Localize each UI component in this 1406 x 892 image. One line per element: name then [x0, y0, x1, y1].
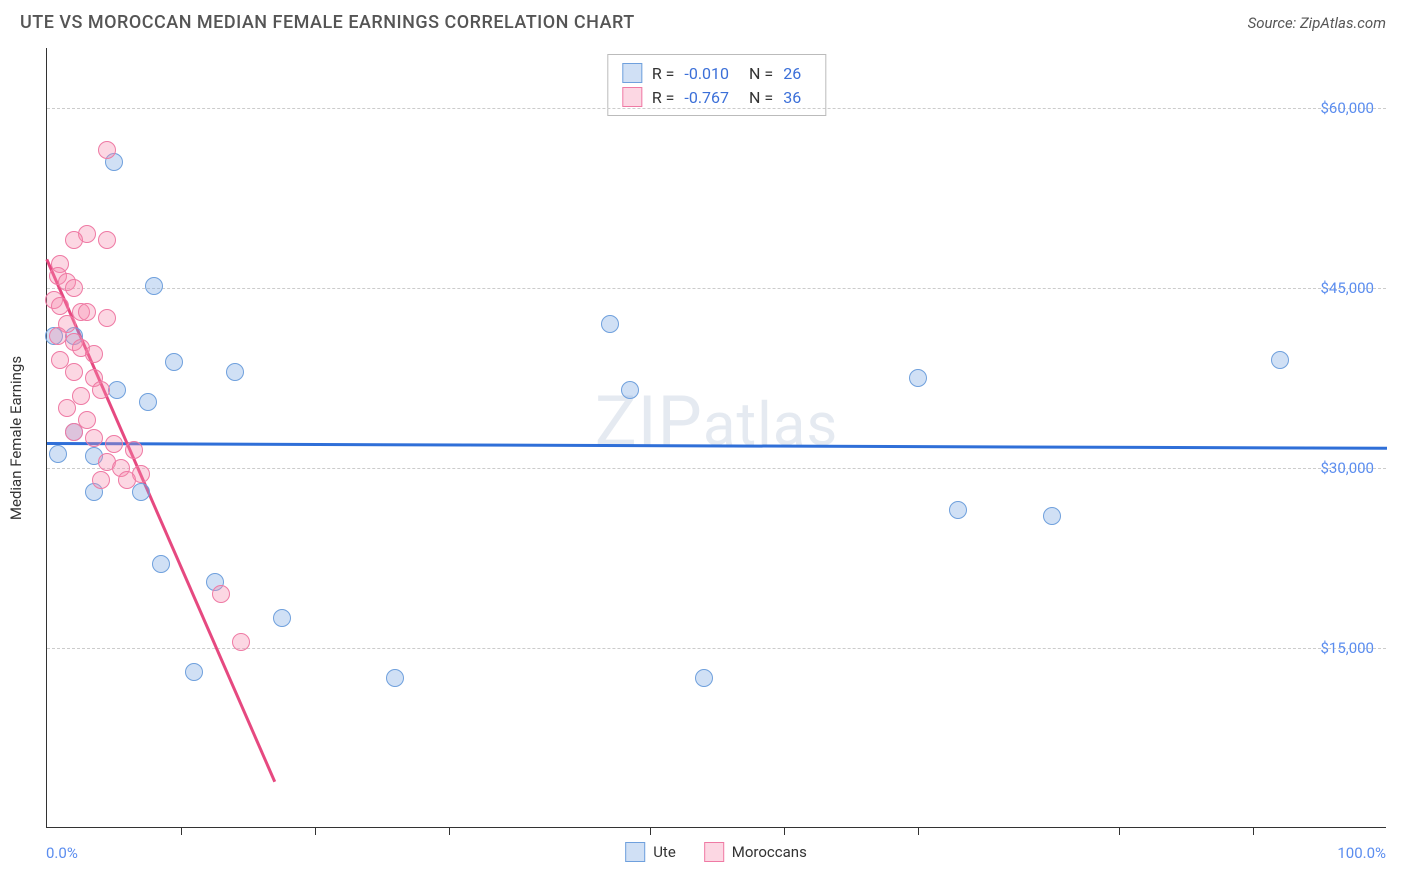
y-tick-label: $15,000 [1320, 639, 1374, 657]
data-point [386, 669, 404, 687]
y-tick-label: $45,000 [1320, 279, 1374, 297]
data-point [98, 231, 116, 249]
data-point [105, 435, 123, 453]
chart-header: UTE VS MOROCCAN MEDIAN FEMALE EARNINGS C… [0, 0, 1406, 41]
n-label: N = [749, 88, 773, 107]
data-point [226, 363, 244, 381]
legend: Ute Moroccans [625, 842, 807, 862]
data-point [51, 297, 69, 315]
data-point [232, 633, 250, 651]
x-tick [918, 827, 919, 835]
data-point [58, 399, 76, 417]
legend-label: Moroccans [732, 843, 807, 861]
data-point [78, 303, 96, 321]
data-point [92, 381, 110, 399]
r-value: -0.767 [684, 88, 729, 107]
legend-swatch [704, 842, 724, 862]
data-point [65, 231, 83, 249]
x-tick [449, 827, 450, 835]
data-point [601, 315, 619, 333]
x-axis-max-label: 100.0% [1337, 844, 1386, 862]
data-point [98, 309, 116, 327]
data-point [1043, 507, 1061, 525]
data-point [621, 381, 639, 399]
legend-swatch [625, 842, 645, 862]
data-point [65, 423, 83, 441]
data-point [108, 381, 126, 399]
data-point [165, 353, 183, 371]
data-point [92, 471, 110, 489]
data-point [65, 279, 83, 297]
series-swatch [622, 87, 642, 107]
data-point [85, 345, 103, 363]
data-point [949, 501, 967, 519]
n-value: 36 [783, 88, 801, 107]
r-label: R = [652, 64, 675, 83]
series-swatch [622, 63, 642, 83]
data-point [212, 585, 230, 603]
data-point [145, 277, 163, 295]
x-tick [181, 827, 182, 835]
x-tick [1119, 827, 1120, 835]
data-point [152, 555, 170, 573]
gridline [47, 288, 1386, 289]
x-tick [315, 827, 316, 835]
x-tick [650, 827, 651, 835]
stats-row: R = -0.010 N = 26 [622, 61, 811, 85]
n-label: N = [749, 64, 773, 83]
data-point [139, 393, 157, 411]
legend-item: Moroccans [704, 842, 807, 862]
data-point [85, 429, 103, 447]
data-point [125, 441, 143, 459]
scatter-plot: ZIPatlas R =-0.010N =26R =-0.767N =36 $1… [46, 48, 1386, 828]
gridline [47, 108, 1386, 109]
legend-item: Ute [625, 842, 676, 862]
data-point [98, 141, 116, 159]
x-axis-min-label: 0.0% [46, 844, 78, 862]
x-tick [1253, 827, 1254, 835]
data-point [118, 471, 136, 489]
data-point [1271, 351, 1289, 369]
chart-source: Source: ZipAtlas.com [1248, 14, 1386, 32]
y-axis-label: Median Female Earnings [7, 356, 25, 520]
data-point [132, 483, 150, 501]
r-value: -0.010 [684, 64, 729, 83]
chart-area: Median Female Earnings ZIPatlas R =-0.01… [46, 48, 1386, 828]
data-point [695, 669, 713, 687]
y-tick-label: $30,000 [1320, 459, 1374, 477]
y-tick-label: $60,000 [1320, 99, 1374, 117]
r-label: R = [652, 88, 675, 107]
n-value: 26 [783, 64, 801, 83]
data-point [49, 445, 67, 463]
legend-label: Ute [653, 843, 676, 861]
gridline [47, 468, 1386, 469]
data-point [65, 363, 83, 381]
data-point [273, 609, 291, 627]
correlation-stats-box: R = -0.010 N = 26 R = -0.767 N = 36 [607, 54, 826, 116]
chart-title: UTE VS MOROCCAN MEDIAN FEMALE EARNINGS C… [20, 12, 635, 33]
data-point [909, 369, 927, 387]
x-tick [784, 827, 785, 835]
data-point [185, 663, 203, 681]
trend-line [47, 442, 1387, 449]
stats-row: R = -0.767 N = 36 [622, 85, 811, 109]
